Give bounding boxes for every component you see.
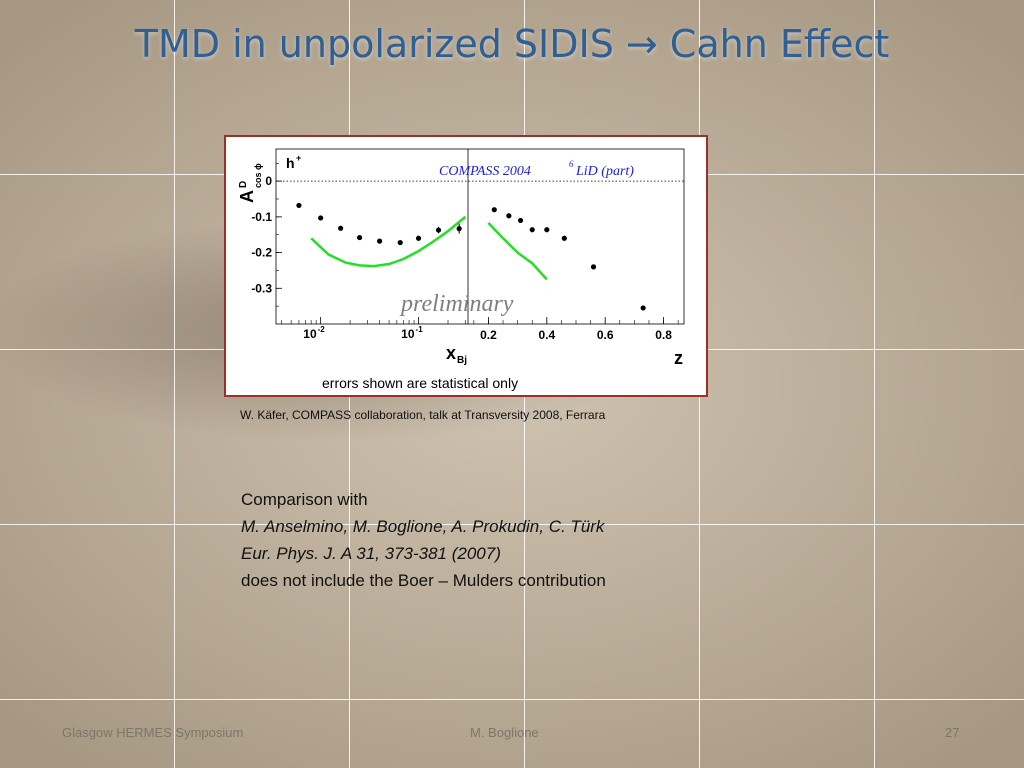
preliminary-watermark: preliminary [399,291,514,317]
data-point [517,217,524,224]
x-tick-label-exponent: -2 [318,325,326,334]
data-point [456,226,462,232]
data-point [435,227,442,233]
data-point [544,227,550,233]
plot-frame [275,148,685,325]
comparison-authors: M. Anselmino, M. Boglione, A. Prokudin, … [241,517,605,536]
errors-footnote: errors shown are statistical only [322,375,518,391]
target-isotope: 6 [569,159,574,169]
y-tick-label: -0.2 [251,246,272,260]
footer-left: Glasgow HERMES Symposium [62,725,244,740]
comparison-reference: Eur. Phys. J. A 31, 373-381 (2007) [241,544,501,563]
x-tick-label: 0.2 [480,328,497,342]
comparison-text: Comparison with M. Anselmino, M. Boglion… [241,486,606,594]
x-tick-label: 10 [303,327,317,341]
data-point [529,227,535,233]
footer-slide-number: 27 [945,725,960,740]
data-point [356,234,363,241]
data-point [376,238,383,244]
grid-line [0,699,1024,700]
hadron-label: h [286,155,295,171]
y-axis-label-main: A [237,190,257,203]
y-tick-label: -0.1 [251,210,272,224]
chart-svg: 0-0.1-0.2-0.310 -2 10 -1 0.2 0.4 0.6 0.8h +COMPA… [237,148,685,391]
x-tick-label: 10 [401,327,415,341]
grid-line [174,0,175,768]
experiment-label: COMPASS 2004 [439,164,531,179]
data-point [506,213,512,219]
data-point [338,225,344,231]
figure-caption: W. Käfer, COMPASS collaboration, talk at… [240,408,606,422]
grid-line [874,0,875,768]
grid-line [0,524,1024,525]
x-tick-label-exponent: -1 [416,325,424,334]
comparison-note: does not include the Boer – Mulders cont… [241,571,606,590]
x-axis-label-z: z [674,348,683,368]
chart-figure: 0 -0.1 -0.2 -0.3 10 -2 10 -1 0.2 0.4 0.6 0.8 h + COMPA… [224,135,708,397]
data-point [296,202,302,209]
data-point [640,305,646,311]
y-tick-label: 0 [265,174,272,188]
y-tick-label: -0.3 [251,281,272,295]
hadron-label-sign: + [296,153,301,163]
model-curve-z [487,222,548,281]
y-axis-label-sub: cos ϕ [253,163,263,188]
x-tick-label: 0.6 [597,328,614,342]
x-axis-label-xbj-sub: Bj [457,355,467,366]
target-label: LiD (part) [575,164,634,179]
data-point [491,207,497,213]
data-point [397,239,403,246]
data-point [590,264,597,270]
data-point [415,235,422,241]
slide-title: TMD in unpolarized SIDIS → Cahn Effect [134,22,890,66]
data-point [318,215,324,221]
footer-center: M. Boglione [470,725,539,740]
y-axis-label-super: D [238,181,249,188]
data-point [561,235,567,241]
x-axis-label-xbj: x [446,343,456,363]
x-tick-label: 0.8 [655,328,672,342]
x-tick-label: 0.4 [538,328,555,342]
comparison-line: Comparison with [241,490,368,509]
model-curve-xbj [310,215,467,268]
y-axis-label: AD cos ϕ [237,163,263,203]
